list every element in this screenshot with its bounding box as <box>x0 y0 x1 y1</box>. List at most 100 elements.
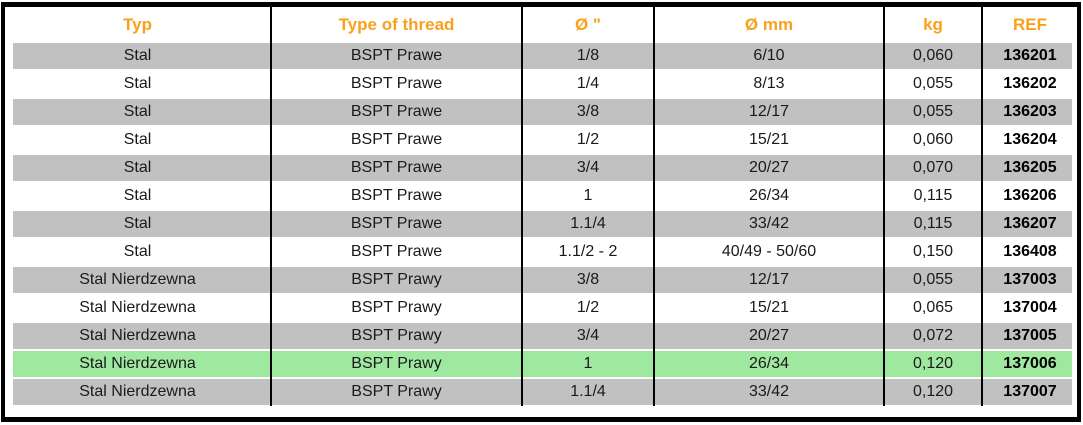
cell-typ: Stal Nierdzewna <box>5 266 272 294</box>
cell-typ: Stal Nierdzewna <box>5 350 272 378</box>
cell-diameter-inch: 3/8 <box>523 98 655 126</box>
cell-typ: Stal <box>5 182 272 210</box>
column-header-ref: REF <box>1013 14 1047 34</box>
cell-type-of-thread: BSPT Prawe <box>272 238 523 266</box>
cell-typ: Stal <box>5 98 272 126</box>
cell-type-of-thread: BSPT Prawy <box>272 266 523 294</box>
cell-type-of-thread: BSPT Prawy <box>272 378 523 406</box>
cell-ref: 136207 <box>1003 215 1057 232</box>
cell-typ: Stal <box>5 42 272 70</box>
cell-diameter-mm: 15/21 <box>655 294 885 322</box>
cell-type-of-thread: BSPT Prawy <box>272 322 523 350</box>
cell-kg: 0,120 <box>885 378 983 406</box>
cell-ref: 136202 <box>1003 75 1057 92</box>
cell-ref: 136408 <box>1003 243 1057 260</box>
cell-diameter-inch: 3/4 <box>523 154 655 182</box>
cell-diameter-inch: 1/4 <box>523 70 655 98</box>
cell-diameter-inch: 1.1/4 <box>523 210 655 238</box>
cell-type-of-thread: BSPT Prawe <box>272 210 523 238</box>
cell-diameter-inch: 1 <box>523 350 655 378</box>
cell-ref: 137006 <box>1003 355 1057 372</box>
cell-diameter-mm: 20/27 <box>655 154 885 182</box>
cell-diameter-mm: 20/27 <box>655 322 885 350</box>
cell-type-of-thread: BSPT Prawe <box>272 98 523 126</box>
cell-kg: 0,055 <box>885 70 983 98</box>
cell-diameter-inch: 1.1/4 <box>523 378 655 406</box>
cell-kg: 0,055 <box>885 266 983 294</box>
cell-ref: 137004 <box>1003 299 1057 316</box>
cell-type-of-thread: BSPT Prawe <box>272 126 523 154</box>
cell-ref: 136205 <box>1003 159 1057 176</box>
cell-typ: Stal <box>5 210 272 238</box>
cell-type-of-thread: BSPT Prawy <box>272 350 523 378</box>
cell-kg: 0,120 <box>885 350 983 378</box>
cell-type-of-thread: BSPT Prawe <box>272 182 523 210</box>
cell-ref: 137003 <box>1003 271 1057 288</box>
cell-diameter-mm: 12/17 <box>655 266 885 294</box>
cell-kg: 0,115 <box>885 210 983 238</box>
table-row[interactable]: Stal BSPT Prawe 3/4 20/27 0,070 136205 <box>5 154 1077 182</box>
table-row[interactable]: Stal Nierdzewna BSPT Prawy 1 26/34 0,120… <box>5 350 1077 378</box>
cell-diameter-mm: 8/13 <box>655 70 885 98</box>
table-row[interactable]: Stal BSPT Prawe 1/2 15/21 0,060 136204 <box>5 126 1077 154</box>
cell-kg: 0,150 <box>885 238 983 266</box>
cell-typ: Stal <box>5 238 272 266</box>
cell-typ: Stal <box>5 154 272 182</box>
cell-diameter-inch: 1 <box>523 182 655 210</box>
cell-typ: Stal <box>5 70 272 98</box>
table-row[interactable]: Stal BSPT Prawe 1.1/2 - 2 40/49 - 50/60 … <box>5 238 1077 266</box>
table-row[interactable]: Stal BSPT Prawe 1 26/34 0,115 136206 <box>5 182 1077 210</box>
cell-type-of-thread: BSPT Prawe <box>272 154 523 182</box>
column-header-diameter-inch: Ø " <box>523 7 655 42</box>
cell-ref: 136204 <box>1003 131 1057 148</box>
cell-diameter-inch: 3/8 <box>523 266 655 294</box>
table-row[interactable]: Stal Nierdzewna BSPT Prawy 3/4 20/27 0,0… <box>5 322 1077 350</box>
cell-diameter-mm: 6/10 <box>655 42 885 70</box>
cell-diameter-inch: 1.1/2 - 2 <box>523 238 655 266</box>
cell-diameter-mm: 33/42 <box>655 210 885 238</box>
cell-diameter-inch: 1/2 <box>523 126 655 154</box>
cell-kg: 0,060 <box>885 126 983 154</box>
cell-typ: Stal Nierdzewna <box>5 294 272 322</box>
cell-kg: 0,072 <box>885 322 983 350</box>
column-header-type-of-thread: Type of thread <box>272 7 523 42</box>
table-row[interactable]: Stal Nierdzewna BSPT Prawy 1.1/4 33/42 0… <box>5 378 1077 406</box>
cell-typ: Stal Nierdzewna <box>5 322 272 350</box>
column-header-kg: kg <box>885 7 983 42</box>
cell-diameter-mm: 26/34 <box>655 182 885 210</box>
cell-diameter-inch: 1/2 <box>523 294 655 322</box>
cell-diameter-mm: 12/17 <box>655 98 885 126</box>
table-body: Stal BSPT Prawe 1/8 6/10 0,060 136201 St… <box>5 42 1077 406</box>
cell-kg: 0,070 <box>885 154 983 182</box>
cell-typ: Stal <box>5 126 272 154</box>
cell-type-of-thread: BSPT Prawy <box>272 294 523 322</box>
cell-kg: 0,115 <box>885 182 983 210</box>
cell-ref: 136201 <box>1003 47 1057 64</box>
cell-ref: 136203 <box>1003 103 1057 120</box>
table-row[interactable]: Stal BSPT Prawe 3/8 12/17 0,055 136203 <box>5 98 1077 126</box>
cell-kg: 0,065 <box>885 294 983 322</box>
column-header-typ: Typ <box>5 7 272 42</box>
table-row[interactable]: Stal BSPT Prawe 1/4 8/13 0,055 136202 <box>5 70 1077 98</box>
column-header-diameter-mm: Ø mm <box>655 7 885 42</box>
table-row[interactable]: Stal Nierdzewna BSPT Prawy 3/8 12/17 0,0… <box>5 266 1077 294</box>
cell-diameter-inch: 3/4 <box>523 322 655 350</box>
cell-diameter-inch: 1/8 <box>523 42 655 70</box>
table-row[interactable]: Stal Nierdzewna BSPT Prawy 1/2 15/21 0,0… <box>5 294 1077 322</box>
cell-diameter-mm: 15/21 <box>655 126 885 154</box>
cell-ref: 136206 <box>1003 187 1057 204</box>
table-row[interactable]: Stal BSPT Prawe 1/8 6/10 0,060 136201 <box>5 42 1077 70</box>
table-header-row: Typ Type of thread Ø " Ø mm kg REF <box>5 7 1077 42</box>
table-row[interactable]: Stal BSPT Prawe 1.1/4 33/42 0,115 136207 <box>5 210 1077 238</box>
cell-diameter-mm: 33/42 <box>655 378 885 406</box>
cell-ref: 137007 <box>1003 383 1057 400</box>
cell-diameter-mm: 40/49 - 50/60 <box>655 238 885 266</box>
cell-kg: 0,060 <box>885 42 983 70</box>
cell-typ: Stal Nierdzewna <box>5 378 272 406</box>
cell-diameter-mm: 26/34 <box>655 350 885 378</box>
cell-ref: 137005 <box>1003 327 1057 344</box>
cell-kg: 0,055 <box>885 98 983 126</box>
cell-type-of-thread: BSPT Prawe <box>272 42 523 70</box>
